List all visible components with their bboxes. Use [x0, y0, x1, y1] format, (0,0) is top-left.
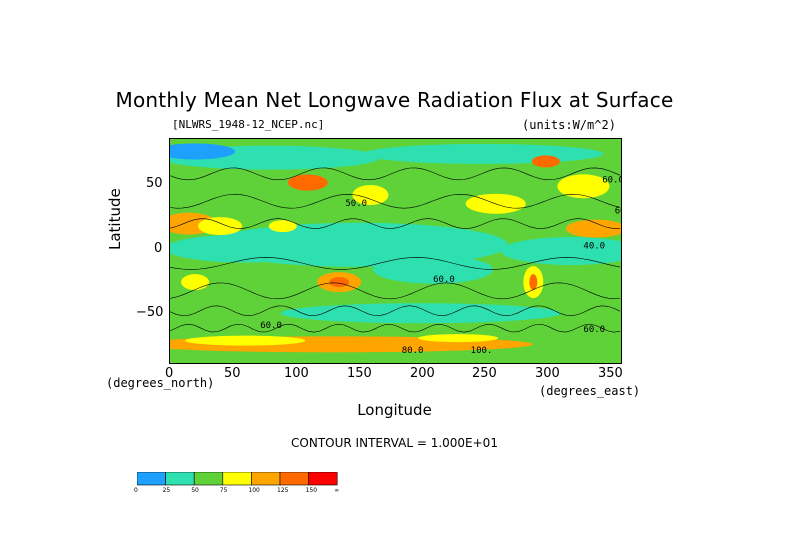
y-axis-label: Latitude: [106, 188, 124, 250]
greenland-region: [531, 155, 560, 168]
antarctic-coast: [418, 334, 499, 343]
x-tick-label: 0: [165, 366, 174, 381]
colorbar-tick-label: 100: [248, 487, 260, 494]
colorbar-tick-label: 150: [305, 487, 318, 494]
colorbar-segment: [251, 472, 281, 486]
x-units-left: (degrees_north): [106, 376, 215, 390]
antarctic-coast: [185, 335, 306, 346]
colorbar-tick-label: 75: [219, 487, 228, 494]
colorbar-segment: [193, 472, 224, 486]
tropical-band: [165, 234, 326, 263]
arctic-region: [155, 143, 236, 160]
contour-label: 40.0: [583, 242, 605, 252]
x-tick-label: 250: [472, 366, 497, 381]
asia-dry-region: [352, 185, 389, 205]
arctic-region: [363, 143, 604, 164]
colorbar-segment: [222, 472, 252, 486]
westafrica-region: [565, 219, 626, 238]
tropical-band: [373, 255, 494, 284]
europe-region: [557, 174, 610, 199]
contour-label: 60.0: [615, 207, 621, 217]
contour-label: 50.0: [345, 199, 367, 209]
colorbar-tick-label: ∞: [334, 487, 340, 494]
contour-line: [169, 282, 621, 300]
contour-line: [169, 257, 621, 270]
units-label: (units:W/m^2): [522, 118, 616, 132]
contour-label: 100.: [471, 346, 493, 356]
colorbar-tick-label: 50: [191, 487, 199, 494]
india-region: [268, 220, 297, 233]
x-tick-label: 300: [535, 366, 560, 381]
x-tick-label: 200: [410, 366, 435, 381]
andes-core: [529, 274, 538, 291]
chart-title: Monthly Mean Net Longwave Radiation Flux…: [115, 88, 674, 112]
colorbar-tick-label: 25: [162, 487, 171, 494]
x-tick-label: 150: [347, 366, 372, 381]
y-tick-label: −50: [136, 305, 164, 320]
x-tick-label: 100: [284, 366, 309, 381]
x-tick-label: 50: [224, 366, 241, 381]
plot-area: 40.0 60.0 60.0 50.0 60.0 60.0 80.0 100. 60.0: [132, 138, 641, 364]
contour-label: 80.0: [402, 346, 424, 356]
colorbar-segment: [279, 472, 309, 486]
contour-interval: CONTOUR INTERVAL = 1.000E+01: [291, 436, 498, 450]
y-tick-label: 50: [146, 176, 163, 191]
colorbar-tick-label: 125: [277, 487, 289, 494]
contour-label: 60.0: [602, 176, 621, 186]
contour-line: [169, 167, 621, 181]
y-tick-label: 0: [154, 241, 163, 256]
x-units-right: (degrees_east): [539, 384, 641, 398]
file-label: [NLWRS_1948-12_NCEP.nc]: [172, 118, 325, 131]
x-tick-label: 350: [598, 366, 623, 381]
contour-line: [169, 218, 621, 229]
colorbar-segment: [308, 472, 338, 486]
contour-label: 60.0: [583, 325, 605, 335]
siberia-region: [287, 174, 328, 191]
contour-line: [169, 323, 621, 333]
south-africa-region: [181, 274, 210, 291]
colorbar-segment: [165, 472, 195, 486]
tropical-band: [500, 237, 641, 265]
colorbar-tick-label: 0: [134, 487, 138, 494]
arabia-region: [198, 217, 243, 236]
contour-line: [169, 193, 621, 209]
contour-label: 60.0: [260, 321, 282, 331]
australia-core: [329, 277, 350, 288]
southern-ocean: [280, 303, 561, 324]
heatmap-field: 40.0 60.0 60.0 50.0 60.0 60.0 80.0 100. 60.0: [132, 139, 641, 363]
contour-label: 60.0: [433, 275, 455, 285]
colorbar: [137, 472, 338, 486]
x-axis-label: Longitude: [357, 401, 432, 419]
contour-line: [169, 305, 621, 317]
colorbar-segment: [137, 472, 166, 486]
